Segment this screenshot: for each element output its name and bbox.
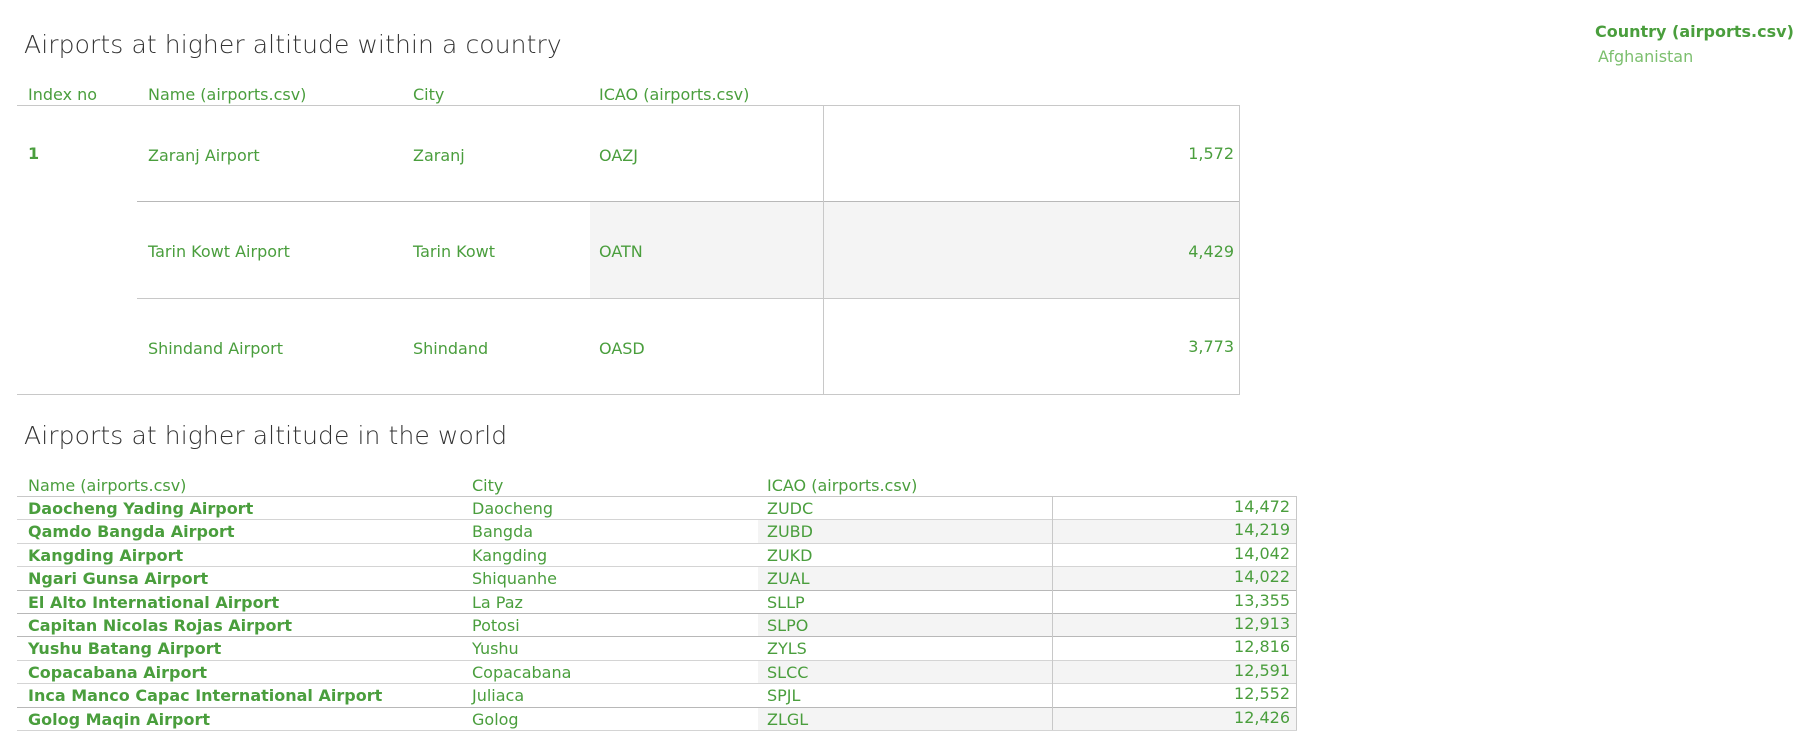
table-row-city[interactable]: Daocheng <box>472 499 553 518</box>
table-row-altitude[interactable]: 4,429 <box>1188 242 1234 261</box>
row-divider <box>17 589 1297 591</box>
row-shade <box>590 202 1240 298</box>
table-row-icao[interactable]: SLLP <box>767 592 805 612</box>
header-name[interactable]: Name (airports.csv) <box>28 476 187 495</box>
table-row-city[interactable]: La Paz <box>472 592 523 612</box>
row-shade <box>758 613 1296 637</box>
table-row-altitude[interactable]: 13,355 <box>1234 590 1290 610</box>
table-row-altitude[interactable]: 14,472 <box>1234 497 1290 516</box>
table-row-icao[interactable]: SLCC <box>767 662 809 682</box>
table-row-name[interactable]: Zaranj Airport <box>148 146 260 165</box>
table-row-altitude[interactable]: 12,552 <box>1234 684 1290 704</box>
table-row-city[interactable]: Shiquanhe <box>472 569 557 589</box>
row-shade <box>758 706 1296 730</box>
table-row-icao[interactable]: OAZJ <box>599 146 638 165</box>
row-shade <box>758 659 1296 684</box>
table-row-city[interactable]: Golog <box>472 709 519 729</box>
legend-title: Country (airports.csv) <box>1595 22 1794 41</box>
table-row-icao[interactable]: ZUBD <box>767 522 813 542</box>
row-divider <box>17 706 1297 708</box>
world-table-title: Airports at higher altitude in the world <box>24 421 508 450</box>
table-row-name[interactable]: Daocheng Yading Airport <box>28 499 254 518</box>
table-row-altitude[interactable]: 1,572 <box>1188 144 1234 163</box>
row-divider <box>137 298 1240 299</box>
table-row-icao[interactable]: ZUAL <box>767 569 810 589</box>
table-row-name[interactable]: Kangding Airport <box>28 545 184 565</box>
table-row-city[interactable]: Yushu <box>472 639 519 659</box>
table-row-name[interactable]: Ngari Gunsa Airport <box>28 569 209 589</box>
table-row-icao[interactable]: ZUDC <box>767 499 814 518</box>
table-row-altitude[interactable]: 14,219 <box>1234 520 1290 540</box>
table-row-name[interactable]: Copacabana Airport <box>28 662 208 682</box>
column-divider <box>1052 496 1053 730</box>
row-divider <box>17 683 1297 685</box>
row-shade <box>758 566 1296 590</box>
table-row-icao[interactable]: ZUKD <box>767 545 813 565</box>
table-row-city[interactable]: Zaranj <box>413 146 465 165</box>
row-divider <box>17 613 1297 614</box>
table-row-name[interactable]: El Alto International Airport <box>28 592 280 612</box>
table-row-city[interactable]: Shindand <box>413 339 489 358</box>
table-row-name[interactable]: Capitan Nicolas Rojas Airport <box>28 616 293 635</box>
row-divider <box>17 659 1297 661</box>
header-name[interactable]: Name (airports.csv) <box>148 85 307 104</box>
table-row-altitude[interactable]: 12,591 <box>1234 660 1290 680</box>
table-row-icao[interactable]: OASD <box>599 339 645 358</box>
row-divider <box>17 542 1297 544</box>
table-row-icao[interactable]: ZLGL <box>767 709 809 729</box>
table-row-altitude[interactable]: 12,913 <box>1234 614 1290 633</box>
table-row-icao[interactable]: OATN <box>599 242 643 261</box>
table-row-altitude[interactable]: 14,042 <box>1234 543 1290 563</box>
country-table-title: Airports at higher altitude within a cou… <box>24 30 562 59</box>
index-value: 1 <box>28 144 40 163</box>
row-divider <box>17 566 1297 568</box>
header-icao[interactable]: ICAO (airports.csv) <box>599 85 750 104</box>
column-divider <box>823 105 824 395</box>
table-row-city[interactable]: Copacabana <box>472 662 572 682</box>
row-divider <box>17 519 1297 521</box>
legend-item-afghanistan[interactable]: Afghanistan <box>1598 47 1694 66</box>
header-index-no[interactable]: Index no <box>28 85 98 104</box>
table-row-name[interactable]: Tarin Kowt Airport <box>148 242 290 261</box>
table-row-altitude[interactable]: 12,816 <box>1234 637 1290 657</box>
table-bottom-border <box>17 394 1240 395</box>
header-city[interactable]: City <box>472 476 504 495</box>
header-icao[interactable]: ICAO (airports.csv) <box>767 476 918 495</box>
row-divider <box>137 201 1240 202</box>
table-row-city[interactable]: Juliaca <box>472 686 525 706</box>
table-row-name[interactable]: Golog Maqin Airport <box>28 709 210 729</box>
table-row-altitude[interactable]: 14,022 <box>1234 567 1290 587</box>
table-row-city[interactable]: Bangda <box>472 522 534 542</box>
table-row-altitude[interactable]: 3,773 <box>1188 337 1234 356</box>
table-row-name[interactable]: Shindand Airport <box>148 339 283 358</box>
header-city[interactable]: City <box>413 85 445 104</box>
table-row-name[interactable]: Qamdo Bangda Airport <box>28 522 235 542</box>
table-row-city[interactable]: Tarin Kowt <box>413 242 496 261</box>
table-row-icao[interactable]: SLPO <box>767 616 809 635</box>
table-row-city[interactable]: Kangding <box>472 545 548 565</box>
table-right-border <box>1239 105 1240 395</box>
table-top-border <box>17 496 1297 497</box>
row-shade <box>758 519 1296 543</box>
table-row-city[interactable]: Potosi <box>472 616 520 635</box>
table-row-altitude[interactable]: 12,426 <box>1234 707 1290 727</box>
table-right-border <box>1296 496 1297 730</box>
table-bottom-border <box>17 730 1297 731</box>
table-row-icao[interactable]: SPJL <box>767 686 801 706</box>
table-row-name[interactable]: Inca Manco Capac International Airport <box>28 686 383 706</box>
table-row-icao[interactable]: ZYLS <box>767 639 807 659</box>
table-row-name[interactable]: Yushu Batang Airport <box>28 639 222 659</box>
row-divider <box>17 636 1297 638</box>
table-top-border <box>17 105 1240 106</box>
